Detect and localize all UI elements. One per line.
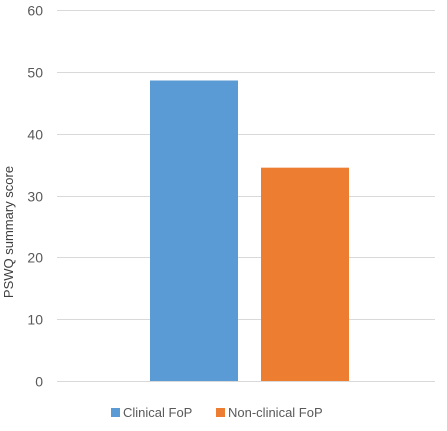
legend: Clinical FoP Non-clinical FoP — [111, 405, 323, 420]
legend-label: Non-clinical FoP — [228, 405, 323, 420]
y-tick-label: 60 — [27, 3, 43, 19]
y-tick-label: 20 — [27, 250, 43, 266]
gridlines — [57, 10, 435, 382]
y-tick-label: 50 — [27, 65, 43, 81]
y-axis-label: PSWQ summary score — [1, 166, 16, 298]
y-tick-label: 30 — [27, 189, 43, 205]
legend-label: Clinical FoP — [123, 405, 192, 420]
bars — [150, 80, 349, 382]
legend-swatch — [111, 408, 120, 417]
y-tick-label: 0 — [35, 374, 43, 390]
legend-item: Clinical FoP — [111, 405, 192, 420]
y-axis-ticks: 0 10 20 30 40 50 60 — [27, 3, 43, 390]
y-tick-label: 10 — [27, 312, 43, 328]
bar-non-clinical-fop — [261, 167, 349, 381]
bar-clinical-fop — [150, 80, 238, 382]
legend-item: Non-clinical FoP — [216, 405, 323, 420]
legend-swatch — [216, 408, 225, 417]
y-tick-label: 40 — [27, 127, 43, 143]
